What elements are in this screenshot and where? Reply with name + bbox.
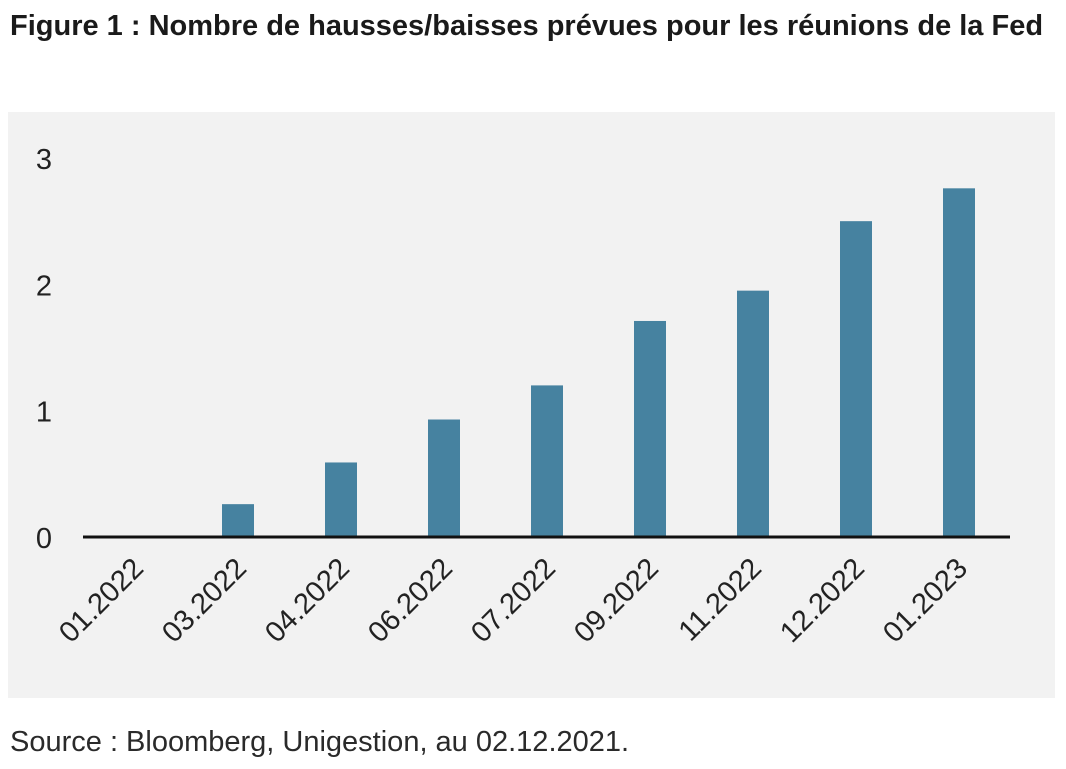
x-tick-label: 12.2022: [774, 552, 871, 649]
x-tick-label: 03.2022: [156, 552, 253, 649]
x-tick-label: 01.2022: [53, 552, 150, 649]
bar-07.2022: [531, 385, 563, 537]
y-tick-label: 3: [36, 144, 52, 176]
y-axis-ticks: 0 1 2 3: [36, 144, 52, 555]
x-tick-label: 07.2022: [465, 552, 562, 649]
bar-06.2022: [428, 419, 460, 537]
x-tick-label: 06.2022: [362, 552, 459, 649]
y-tick-label: 1: [36, 397, 52, 429]
y-tick-label: 2: [36, 270, 52, 302]
figure-title: Figure 1 : Nombre de hausses/baisses pré…: [10, 10, 1044, 42]
x-tick-label: 04.2022: [259, 552, 356, 649]
bar-12.2022: [840, 221, 872, 537]
source-note: Source : Bloomberg, Unigestion, au 02.12…: [10, 726, 630, 758]
bar-04.2022: [325, 462, 357, 537]
bar-03.2022: [222, 504, 254, 537]
y-tick-label: 0: [36, 523, 52, 555]
x-axis-ticks: 01.2022 03.2022 04.2022 06.2022 07.2022 09.20…: [53, 552, 974, 649]
x-tick-label: 01.2023: [877, 552, 974, 649]
x-tick-label: 11.2022: [673, 552, 768, 647]
bar-01.2023: [943, 188, 975, 537]
x-tick-label: 09.2022: [568, 552, 665, 649]
bars: [222, 188, 975, 537]
bar-11.2022: [737, 290, 769, 537]
bar-09.2022: [634, 320, 666, 537]
